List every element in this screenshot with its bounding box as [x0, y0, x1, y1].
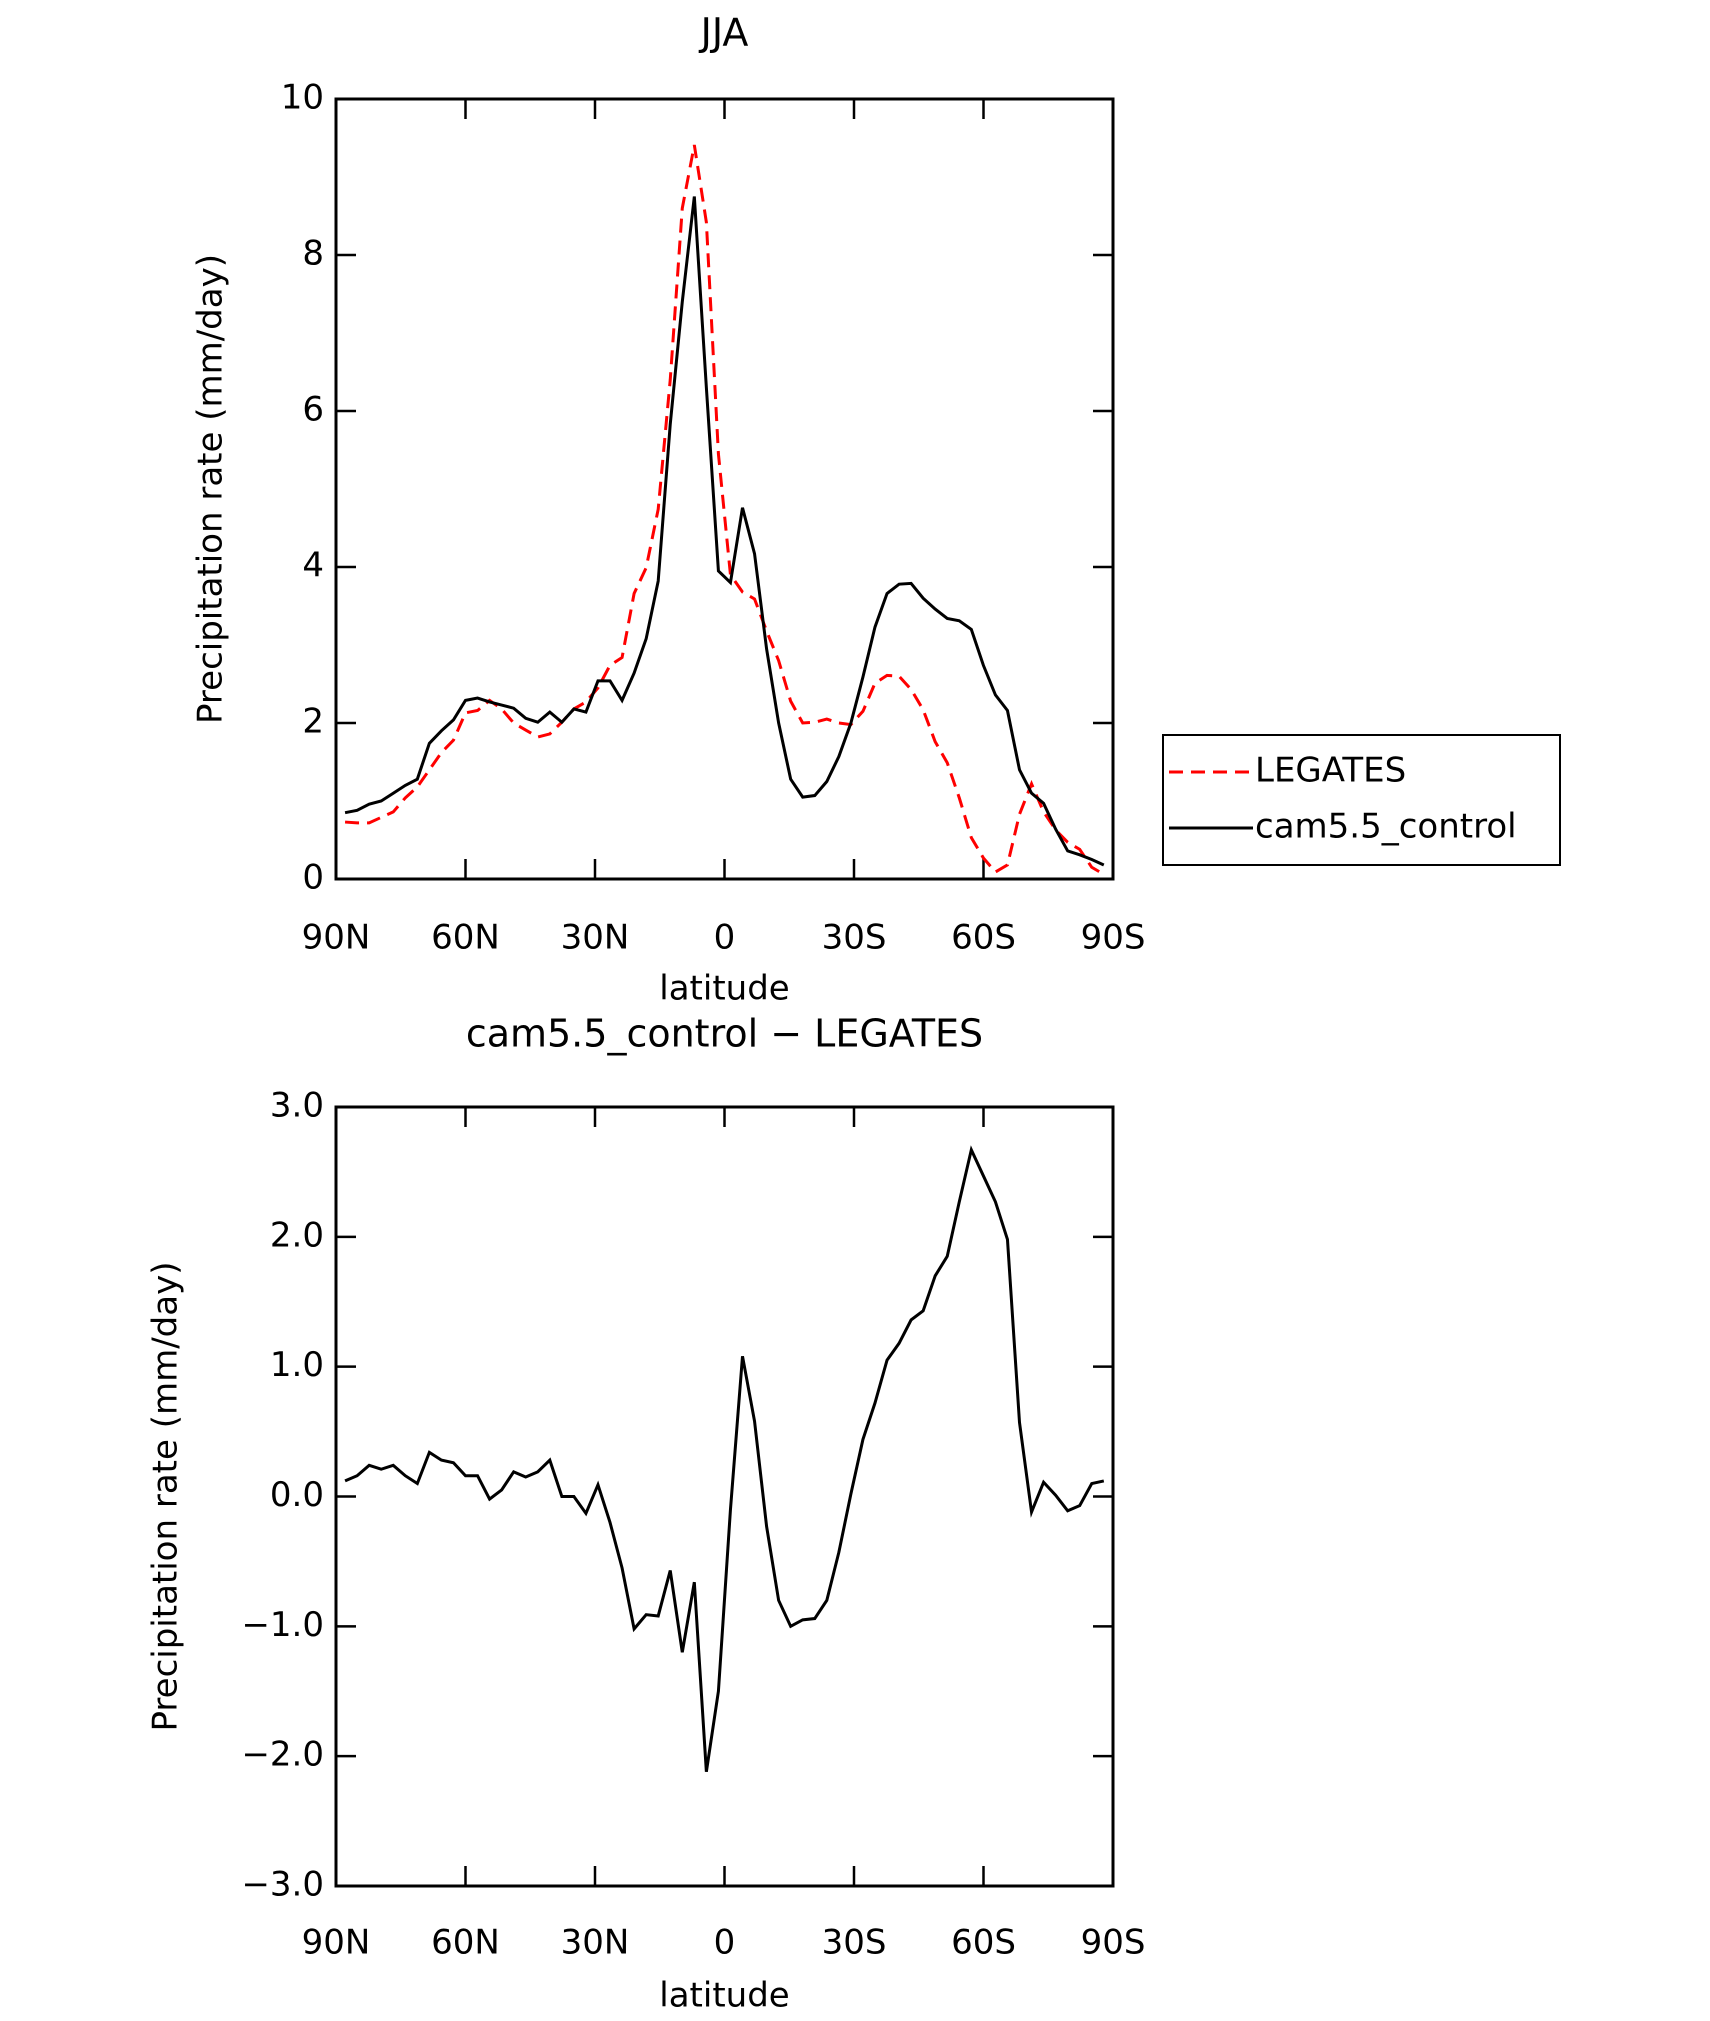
y-axis-title: Precipitation rate (mm/day) — [191, 254, 231, 724]
x-tick-label: 90N — [302, 918, 371, 958]
y-tick-label: 6 — [302, 390, 324, 430]
x-tick-label: 90S — [1081, 918, 1146, 958]
y-axis-title: Precipitation rate (mm/day) — [146, 1262, 186, 1732]
data-line — [344, 144, 1105, 876]
x-tick-label: 90S — [1081, 1923, 1146, 1963]
y-tick-label: −1.0 — [241, 1605, 324, 1645]
data-line — [344, 1145, 1105, 1772]
x-axis-title: latitude — [659, 969, 789, 1009]
data-line — [344, 196, 1105, 867]
plot-frame — [334, 97, 1115, 881]
y-tick-label: −2.0 — [241, 1735, 324, 1775]
y-tick-label: 4 — [302, 546, 324, 586]
y-tick-label: 0 — [302, 858, 324, 898]
x-tick-label: 0 — [714, 918, 736, 958]
x-axis-title: latitude — [659, 1976, 789, 2016]
legend-label: cam5.5_control — [1255, 807, 1517, 847]
y-tick-label: 2.0 — [270, 1215, 324, 1255]
x-tick-label: 30N — [561, 918, 630, 958]
x-tick-label: 60S — [951, 1923, 1016, 1963]
y-tick-label: −3.0 — [241, 1865, 324, 1905]
y-tick-label: 0.0 — [270, 1475, 324, 1515]
y-tick-label: 8 — [302, 234, 324, 274]
x-tick-label: 60N — [431, 918, 500, 958]
x-tick-label: 0 — [714, 1923, 736, 1963]
y-tick-label: 2 — [302, 702, 324, 742]
x-tick-label: 30S — [822, 1923, 887, 1963]
legend-box — [1162, 734, 1561, 866]
x-tick-label: 30N — [561, 1923, 630, 1963]
chart-title: JJA — [699, 11, 749, 55]
x-tick-label: 60N — [431, 1923, 500, 1963]
y-tick-label: 10 — [281, 78, 324, 118]
chart-title: cam5.5_control − LEGATES — [466, 1012, 983, 1056]
x-tick-label: 90N — [302, 1923, 371, 1963]
y-tick-label: 3.0 — [270, 1086, 324, 1126]
plot-frame — [334, 1105, 1115, 1888]
legend-label: LEGATES — [1255, 751, 1406, 791]
x-tick-label: 30S — [822, 918, 887, 958]
x-tick-label: 60S — [951, 918, 1016, 958]
y-tick-label: 1.0 — [270, 1345, 324, 1385]
